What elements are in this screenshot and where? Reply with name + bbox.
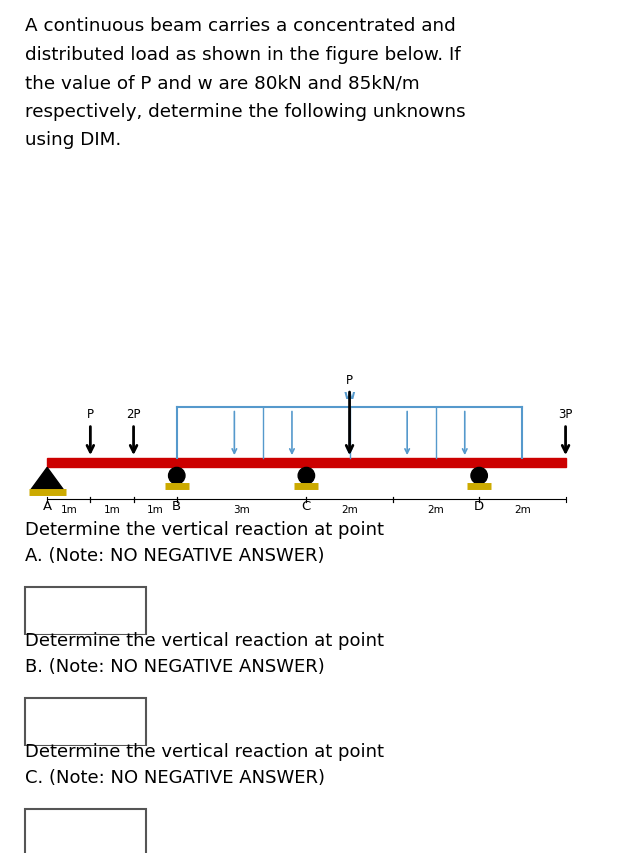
Text: P: P: [87, 408, 94, 421]
Text: Determine the vertical reaction at point
B. (Note: NO NEGATIVE ANSWER): Determine the vertical reaction at point…: [25, 631, 384, 675]
Text: 3m: 3m: [233, 504, 250, 514]
Text: C: C: [302, 499, 311, 512]
Polygon shape: [31, 468, 64, 490]
Text: Determine the vertical reaction at point
A. (Note: NO NEGATIVE ANSWER): Determine the vertical reaction at point…: [25, 520, 384, 564]
Text: D: D: [474, 499, 484, 512]
Text: 1m: 1m: [60, 504, 77, 514]
Text: B: B: [172, 499, 181, 512]
Text: 2m: 2m: [428, 504, 444, 514]
Text: P: P: [346, 374, 353, 386]
Text: 2m: 2m: [514, 504, 530, 514]
Text: A: A: [43, 499, 52, 512]
FancyBboxPatch shape: [25, 587, 146, 635]
Text: w: w: [344, 389, 355, 402]
Text: 2m: 2m: [341, 504, 358, 514]
Text: A continuous beam carries a concentrated and
distributed load as shown in the fi: A continuous beam carries a concentrated…: [25, 17, 466, 149]
Text: Determine the vertical reaction at point
C. (Note: NO NEGATIVE ANSWER): Determine the vertical reaction at point…: [25, 742, 384, 786]
FancyBboxPatch shape: [25, 809, 146, 853]
FancyBboxPatch shape: [25, 698, 146, 746]
Circle shape: [471, 468, 488, 485]
Circle shape: [298, 468, 314, 485]
Text: 1m: 1m: [103, 504, 120, 514]
Text: 1m: 1m: [147, 504, 164, 514]
Circle shape: [169, 468, 185, 485]
Text: 3P: 3P: [558, 408, 573, 421]
Text: 2P: 2P: [126, 408, 141, 421]
Bar: [47, 458, 566, 468]
